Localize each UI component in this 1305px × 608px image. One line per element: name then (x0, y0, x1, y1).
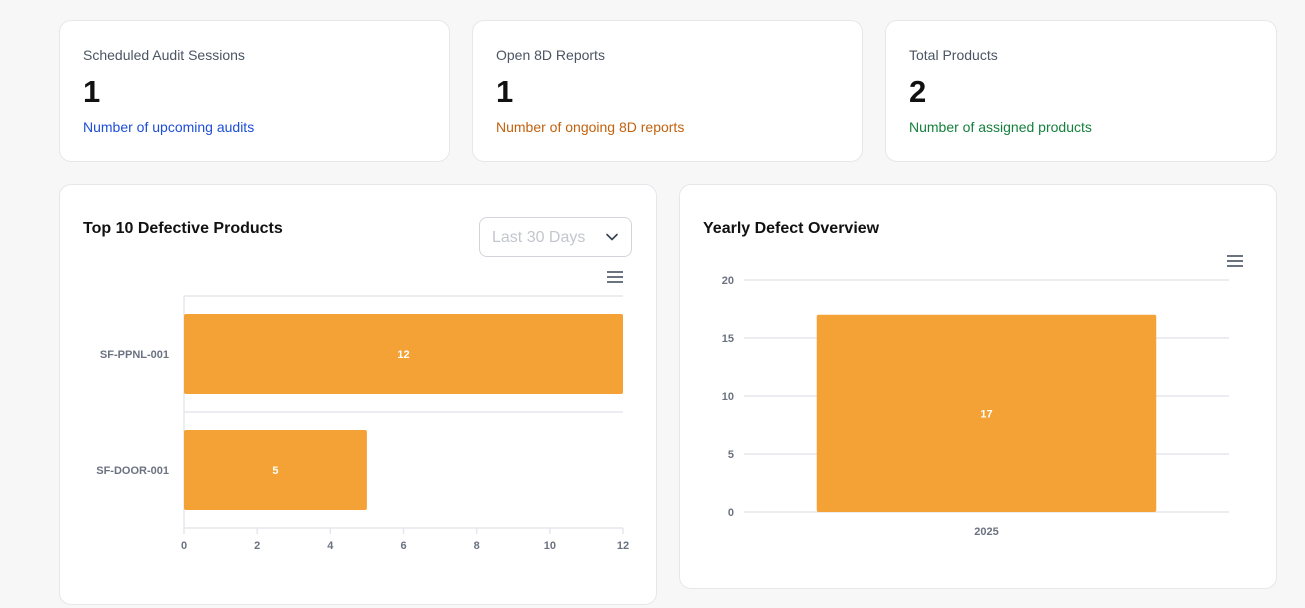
y-tick-label: 5 (728, 449, 734, 461)
stat-title: Scheduled Audit Sessions (83, 47, 245, 63)
bar-value-label: 5 (272, 465, 278, 477)
x-tick-label: 12 (617, 540, 629, 552)
stat-description: Number of assigned products (909, 119, 1092, 135)
date-range-value: Last 30 Days (492, 229, 586, 246)
chevron-down-icon (606, 233, 618, 241)
stat-value: 2 (909, 74, 927, 109)
yearly-defect-panel: Yearly Defect Overview 0 5 10 15 20 17 2025 (679, 184, 1277, 589)
stat-card-audits: Scheduled Audit Sessions 1 Number of upc… (59, 20, 450, 162)
x-tick-label: 0 (181, 540, 187, 552)
stat-title: Total Products (909, 47, 998, 63)
category-label: SF-DOOR-001 (96, 465, 169, 477)
stat-card-products: Total Products 2 Number of assigned prod… (885, 20, 1277, 162)
y-tick-label: 10 (722, 391, 734, 403)
stat-value: 1 (83, 74, 101, 109)
bar (184, 314, 623, 394)
x-tick-label: 8 (474, 540, 480, 552)
x-tick-label: 10 (544, 540, 556, 552)
panel-title: Yearly Defect Overview (703, 220, 880, 237)
bar (816, 314, 1157, 512)
x-tick-label: 4 (327, 540, 334, 552)
panel-title: Top 10 Defective Products (83, 220, 283, 237)
stat-description: Number of ongoing 8D reports (496, 119, 685, 135)
stat-card-8d-reports: Open 8D Reports 1 Number of ongoing 8D r… (472, 20, 863, 162)
stat-value: 1 (496, 74, 514, 109)
bar-value-label: 12 (397, 349, 409, 361)
y-tick-label: 15 (722, 333, 734, 345)
hamburger-menu-icon[interactable] (607, 271, 625, 285)
y-tick-label: 20 (722, 275, 734, 287)
stat-title: Open 8D Reports (496, 47, 605, 63)
stat-description: Number of upcoming audits (83, 119, 255, 135)
x-tick-label: 6 (400, 540, 406, 552)
y-tick-label: 0 (728, 507, 734, 519)
date-range-select[interactable]: Last 30 Days (479, 217, 632, 257)
category-label: SF-PPNL-001 (100, 349, 169, 361)
bar-value-label: 17 (980, 408, 992, 420)
defective-products-panel: Top 10 Defective Products Last 30 Days 0… (59, 184, 657, 605)
hamburger-menu-icon[interactable] (1227, 255, 1245, 269)
bar (184, 430, 367, 510)
x-tick-label: 2 (254, 540, 260, 552)
category-label: 2025 (974, 526, 998, 538)
defective-products-chart: 0 2 4 6 8 10 12 12 SF-PPNL-001 5 SF-DOOR-001 (96, 295, 629, 552)
yearly-defect-chart: 0 5 10 15 20 17 2025 (722, 275, 1229, 538)
